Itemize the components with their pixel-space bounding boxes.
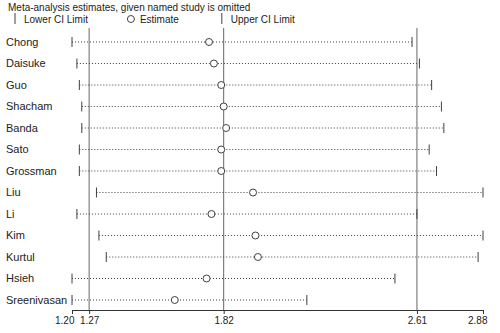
lower-limit [96,188,97,198]
category-label: Guo [6,79,27,91]
lower-limit [72,274,73,284]
estimate-point [254,254,261,261]
upper-limit [483,188,484,198]
upper-limit [441,102,442,112]
category-label: Sato [6,143,29,155]
estimate-point [206,39,213,46]
category-label: Liu [6,186,21,198]
reference-lines [89,28,417,310]
upper-limit [306,295,307,305]
ci-range [79,171,436,172]
estimate-point [218,168,225,175]
ci-range [77,214,417,215]
lower-limit [79,166,80,176]
tick-label: 2.61 [408,315,428,326]
ci-range [96,192,483,193]
chart-title: Meta-analysis estimates, given named stu… [8,2,250,13]
lower-limit [76,209,77,219]
tick: 2.61 [408,310,428,326]
category-label: Kurtul [6,251,35,263]
lower-limit [106,252,107,262]
lower-limit [81,102,82,112]
category-label: Grossman [6,165,57,177]
lower-limit [76,59,77,69]
tick: 1.82 [214,310,234,326]
x-axis: 1.20 1.27 1.82 2.61 2.88 [55,310,488,326]
tick-mark [72,310,73,314]
estimate-point [252,232,259,239]
ci-range [72,278,395,279]
legend-symbol [221,13,222,24]
upper-limit [419,59,420,69]
lower-limit [98,231,99,241]
category-label: Shacham [6,100,52,112]
lower-limit [79,145,80,155]
ci-range [99,235,483,236]
tick-mark [224,310,225,314]
estimate-point [203,275,210,282]
estimate-point [208,211,215,218]
category-label: Hsieh [6,272,34,284]
lower-limit [72,295,73,305]
ci-range [79,85,431,86]
upper-limit [429,145,430,155]
estimate-point [218,82,225,89]
tick-mark [89,310,90,314]
legend-symbol [127,16,134,23]
lower-limit [79,80,80,90]
category-labels: Chong Daisuke Guo Shacham Banda Sato Grossman L… [6,36,67,306]
estimate-point [250,189,257,196]
reference-line [89,28,90,310]
ci-range [82,128,444,129]
tick-label: 2.88 [468,315,488,326]
tick-label: 1.20 [55,315,75,326]
estimate-point [223,125,230,132]
legend-label: Estimate [140,14,179,25]
legend-label: Upper CI Limit [231,14,295,25]
estimate-point [220,103,227,110]
reference-line [416,28,417,310]
ci-range [77,63,420,64]
upper-limit [478,252,479,262]
legend: Lower CI Limit Estimate Upper CI Limit [15,13,295,25]
upper-limit [394,274,395,284]
tick-mark [483,310,484,314]
ci-range [72,300,307,301]
tick: 2.88 [468,310,488,326]
upper-limit [443,123,444,133]
ci-range [72,42,412,43]
upper-limit [416,209,417,219]
plot-marks [72,37,483,305]
category-label: Daisuke [6,57,46,69]
lower-limit [72,37,73,47]
tick: 1.27 [80,310,100,326]
legend-item: Lower CI Limit [15,13,88,25]
tick-label: 1.27 [80,315,100,326]
lower-limit [81,123,82,133]
category-label: Chong [6,36,38,48]
legend-label: Lower CI Limit [24,14,88,25]
upper-limit [412,37,413,47]
legend-item: Estimate [127,14,179,25]
upper-limit [483,231,484,241]
upper-limit [436,166,437,176]
estimate-point [210,60,217,67]
estimate-point [218,146,225,153]
category-label: Banda [6,122,39,134]
category-label: Li [6,208,15,220]
category-label: Kim [6,229,25,241]
tick-mark [417,310,418,314]
ci-range [82,106,442,107]
axis-line [73,311,484,315]
tick: 1.20 [55,310,75,326]
category-label: Sreenivasan [6,294,67,306]
legend-symbol [15,13,16,24]
tick-label: 1.82 [214,315,234,326]
ci-range [106,257,478,258]
estimate-point [171,297,178,304]
upper-limit [431,80,432,90]
ci-range [79,149,429,150]
legend-item: Upper CI Limit [222,13,295,25]
